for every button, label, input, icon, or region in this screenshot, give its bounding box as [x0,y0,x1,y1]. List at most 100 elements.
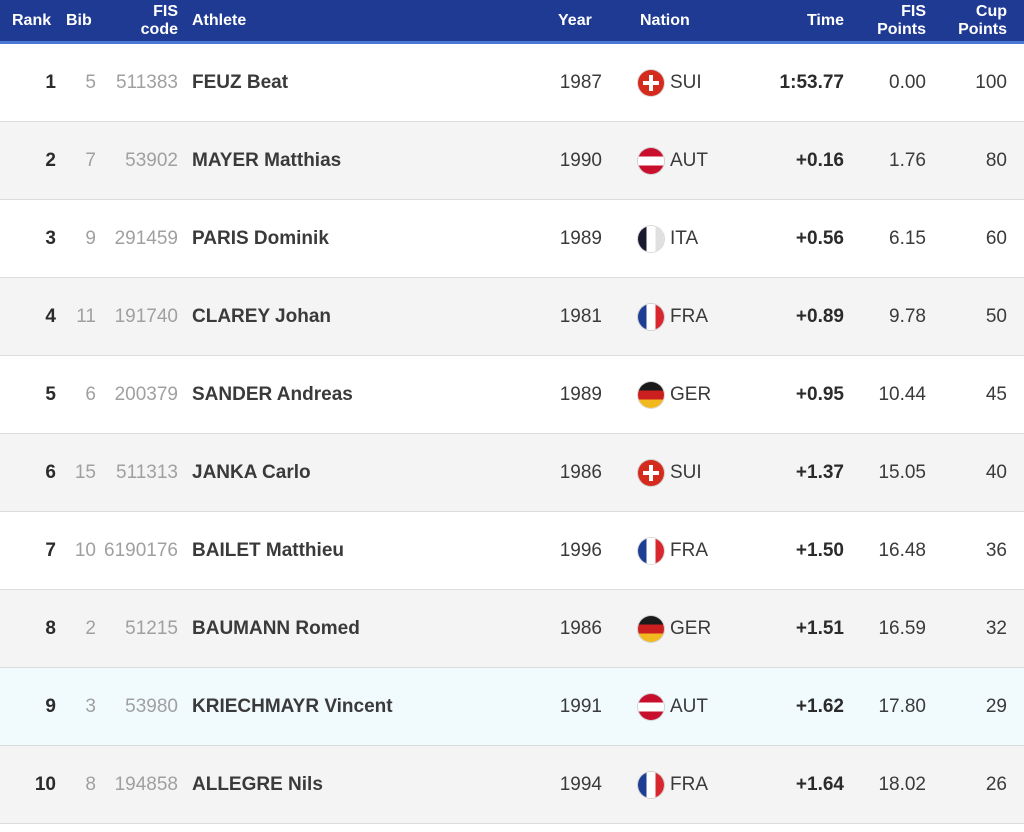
aut-flag-icon [638,147,664,174]
cup-points-cell: 36 [985,539,1007,561]
nation-code: AUT [670,695,708,717]
athlete-name-link[interactable]: KRIECHMAYR Vincent [192,695,393,717]
rank-cell: 9 [45,695,56,717]
header-fis-code[interactable]: FIS code [120,0,178,41]
table-row[interactable]: 6 15 511313 JANKA Carlo 1986 SUI +1.37 1… [0,434,1024,512]
table-row[interactable]: 7 10 6190176 BAILET Matthieu 1996 FRA +1… [0,512,1024,590]
header-year[interactable]: Year [558,11,592,29]
athlete-name-link[interactable]: BAILET Matthieu [192,539,344,561]
rank-cell: 4 [45,305,56,327]
athlete-name-link[interactable]: SANDER Andreas [192,383,353,405]
time-cell: 1:53.77 [779,71,844,93]
header-cup-points-line1: Cup [975,2,1007,20]
rank-cell: 10 [34,773,56,795]
time-cell: +0.16 [795,149,844,171]
time-cell: +0.89 [795,305,844,327]
header-fis-points[interactable]: FIS Points [850,0,926,41]
athlete-name-link[interactable]: FEUZ Beat [192,71,289,93]
fis-code-cell: 51215 [125,617,178,639]
nation-code: AUT [670,149,708,171]
nation-code: GER [670,617,712,639]
rank-cell: 6 [45,461,56,483]
table-row[interactable]: 3 9 291459 PARIS Dominik 1989 ITA +0.56 … [0,200,1024,278]
nation-code: FRA [670,773,708,795]
rank-cell: 8 [45,617,56,639]
fra-flag-icon [638,771,664,798]
athlete-name-link[interactable]: MAYER Matthias [192,149,342,171]
table-row[interactable]: 8 2 51215 BAUMANN Romed 1986 GER +1.51 1… [0,590,1024,668]
time-cell: +1.37 [795,461,844,483]
header-fis-code-line2: code [140,20,178,38]
ger-flag-icon [638,381,664,408]
cup-points-cell: 32 [985,617,1007,639]
table-row[interactable]: 10 8 194858 ALLEGRE Nils 1994 FRA +1.64 … [0,746,1024,824]
fis-code-cell: 511313 [116,461,178,483]
bib-cell: 8 [85,773,96,795]
fis-code-cell: 53980 [125,695,178,717]
header-cup-points-line2: Points [958,20,1007,38]
nation-cell: ITA [638,200,698,277]
nation-code: FRA [670,305,708,327]
cup-points-cell: 45 [985,383,1007,405]
header-athlete[interactable]: Athlete [192,11,247,29]
cup-points-cell: 100 [975,71,1007,93]
fis-points-cell: 17.80 [878,695,926,717]
table-row[interactable]: 2 7 53902 MAYER Matthias 1990 AUT +0.16 … [0,122,1024,200]
fra-flag-icon [638,537,664,564]
nation-cell: AUT [638,122,708,199]
fis-points-cell: 10.44 [878,383,926,405]
fis-code-cell: 511383 [116,71,178,93]
cup-points-cell: 29 [985,695,1007,717]
table-row[interactable]: 1 5 511383 FEUZ Beat 1987 SUI 1:53.77 0.… [0,44,1024,122]
cup-points-cell: 26 [985,773,1007,795]
cup-points-cell: 40 [985,461,1007,483]
athlete-name-link[interactable]: BAUMANN Romed [192,617,360,639]
header-rank[interactable]: Rank [12,11,52,29]
header-time[interactable]: Time [806,11,844,29]
fis-points-cell: 1.76 [889,149,926,171]
year-cell: 1989 [559,383,602,405]
year-cell: 1989 [559,227,602,249]
header-fis-points-line1: FIS [901,2,926,20]
time-cell: +0.56 [795,227,844,249]
nation-code: GER [670,383,712,405]
nation-cell: GER [638,590,711,667]
ita-flag-icon [638,225,664,252]
rank-cell: 1 [45,71,56,93]
athlete-name-link[interactable]: CLAREY Johan [192,305,332,327]
bib-cell: 15 [74,461,96,483]
year-cell: 1991 [559,695,602,717]
athlete-name-link[interactable]: JANKA Carlo [192,461,311,483]
nation-cell: FRA [638,512,708,589]
header-nation[interactable]: Nation [640,11,690,29]
nation-cell: SUI [638,44,702,121]
year-cell: 1987 [559,71,602,93]
nation-code: FRA [670,539,708,561]
fis-code-cell: 53902 [125,149,178,171]
year-cell: 1986 [559,461,602,483]
table-row[interactable]: 4 11 191740 CLAREY Johan 1981 FRA +0.89 … [0,278,1024,356]
sui-flag-icon [638,69,664,96]
fis-points-cell: 16.59 [878,617,926,639]
rank-cell: 7 [45,539,56,561]
header-bib[interactable]: Bib [66,11,92,29]
table-row-highlighted[interactable]: 9 3 53980 KRIECHMAYR Vincent 1991 AUT +1… [0,668,1024,746]
nation-cell: SUI [638,434,702,511]
table-body: 1 5 511383 FEUZ Beat 1987 SUI 1:53.77 0.… [0,44,1024,824]
nation-code: SUI [670,461,702,483]
table-row[interactable]: 5 6 200379 SANDER Andreas 1989 GER +0.95… [0,356,1024,434]
time-cell: +0.95 [795,383,844,405]
athlete-name-link[interactable]: ALLEGRE Nils [192,773,323,795]
header-cup-points[interactable]: Cup Points [940,0,1007,41]
year-cell: 1986 [559,617,602,639]
nation-code: SUI [670,71,702,93]
fra-flag-icon [638,303,664,330]
bib-cell: 9 [85,227,96,249]
rank-cell: 3 [45,227,56,249]
fis-points-cell: 18.02 [878,773,926,795]
athlete-name-link[interactable]: PARIS Dominik [192,227,329,249]
time-cell: +1.62 [795,695,844,717]
fis-code-cell: 194858 [114,773,178,795]
bib-cell: 5 [85,71,96,93]
